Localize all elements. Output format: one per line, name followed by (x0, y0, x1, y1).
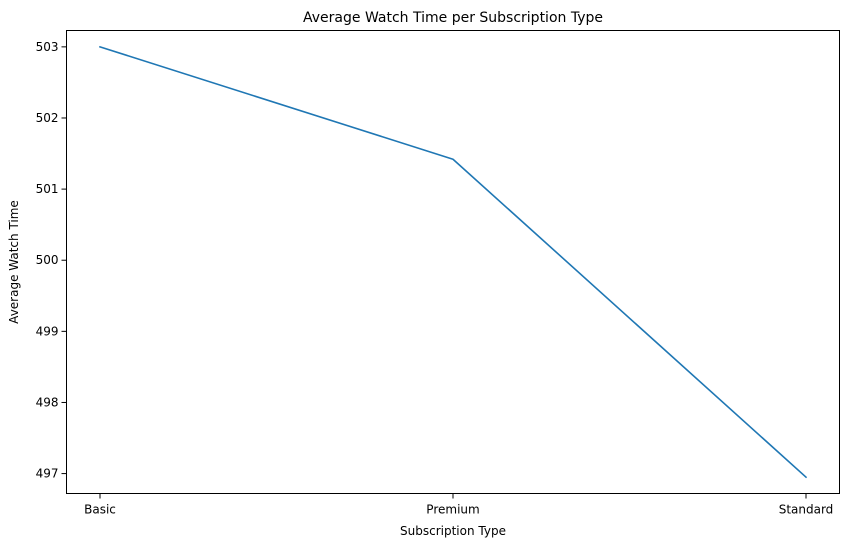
x-axis: Basic Premium Standard (84, 493, 834, 517)
chart-title: Average Watch Time per Subscription Type (303, 10, 603, 26)
y-tick-label: 501 (36, 182, 59, 196)
y-tick-label: 498 (36, 395, 59, 409)
series-line (98, 45, 808, 479)
y-tick-label: 500 (36, 253, 59, 267)
x-tick-label: Basic (84, 503, 116, 517)
y-tick-label: 499 (36, 324, 59, 338)
y-axis: 497 498 499 500 501 502 503 (36, 40, 67, 481)
y-tick-label: 502 (36, 111, 59, 125)
y-axis-label: Average Watch Time (7, 200, 21, 324)
x-axis-label: Subscription Type (400, 524, 506, 538)
x-tick-label: Premium (426, 503, 479, 517)
x-tick-label: Standard (779, 503, 834, 517)
y-tick-label: 497 (36, 467, 59, 481)
y-tick-label: 503 (36, 40, 59, 54)
series-layer (98, 45, 808, 479)
